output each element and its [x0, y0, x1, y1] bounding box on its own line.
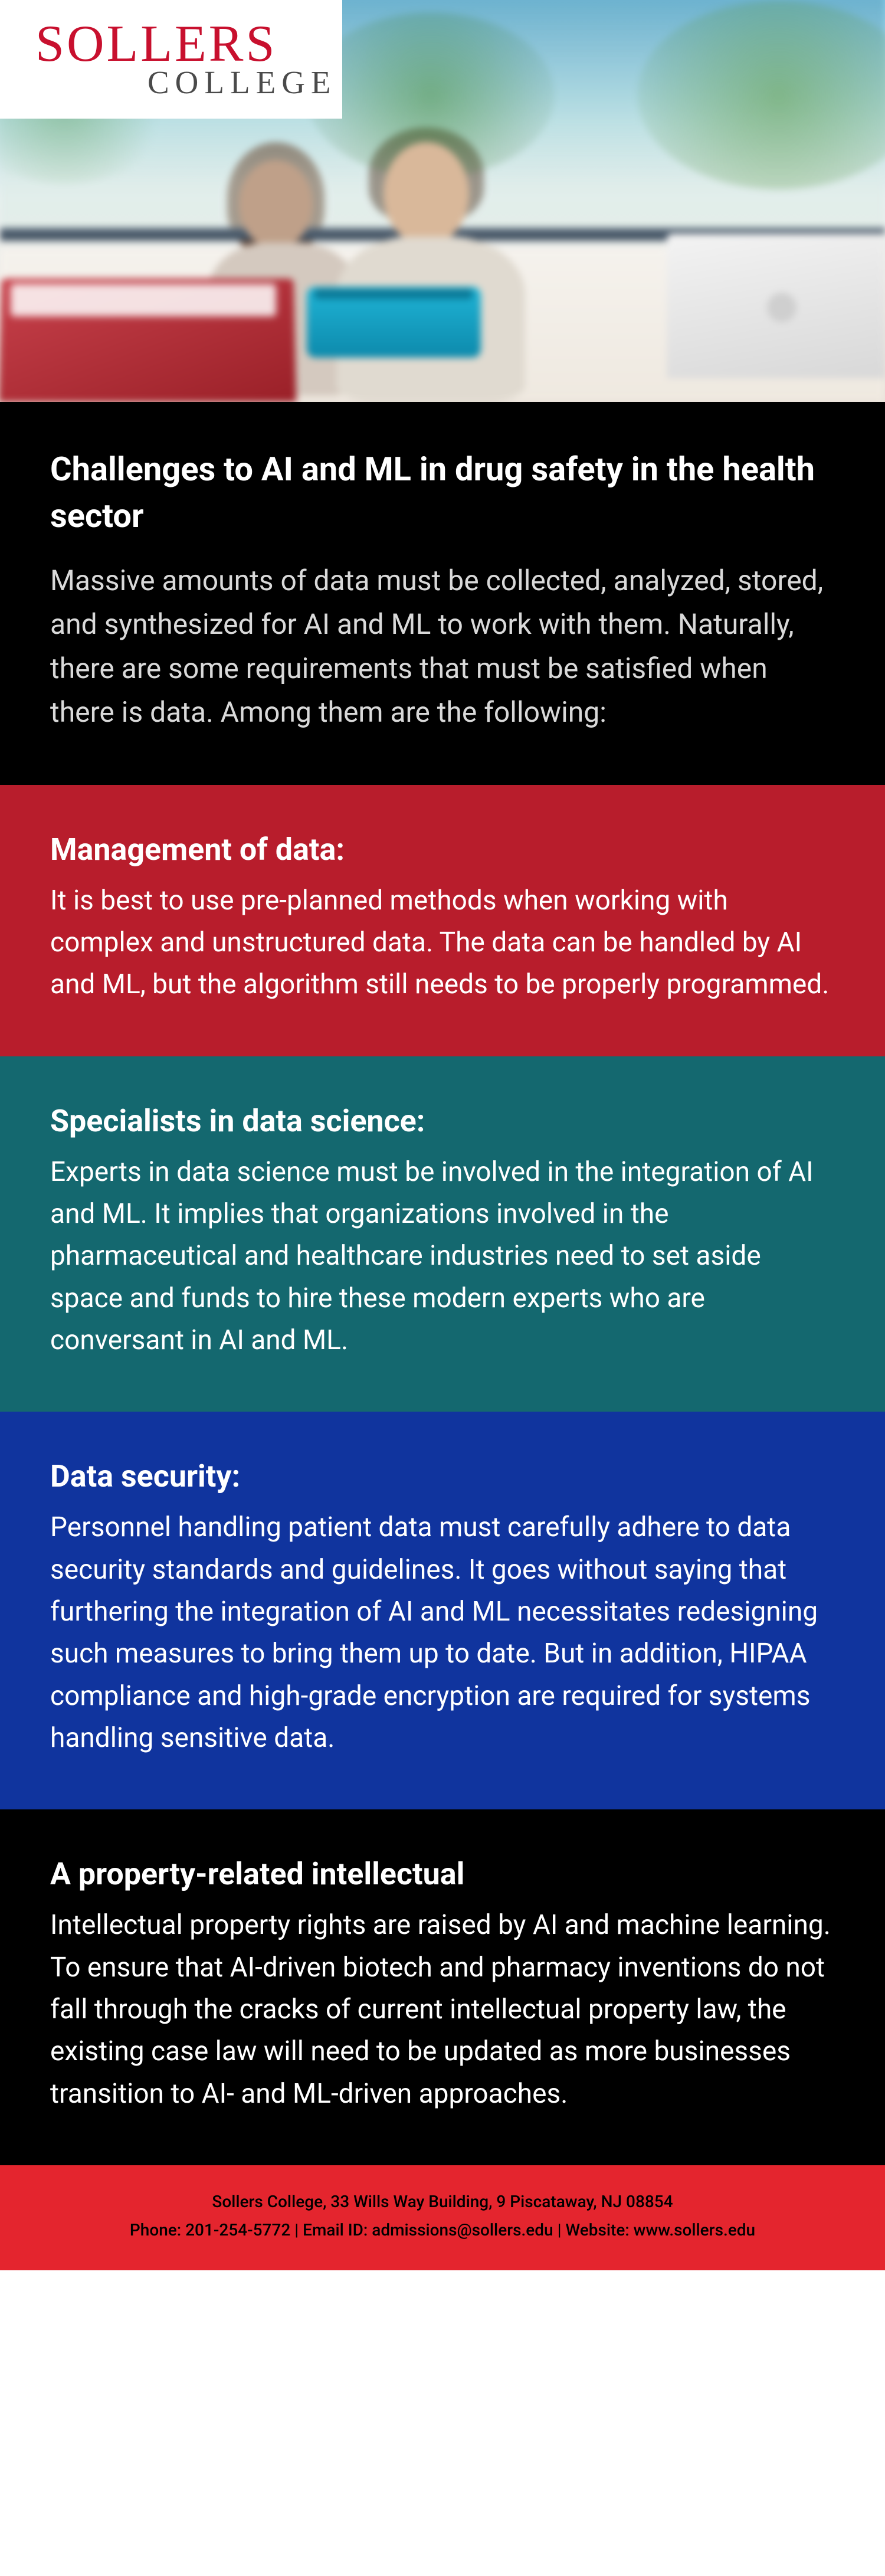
footer-address: Sollers College, 33 Wills Way Building, … [35, 2188, 850, 2216]
section-body: It is best to use pre-planned methods wh… [50, 880, 835, 1006]
section-management: Management of data: It is best to use pr… [0, 785, 885, 1056]
intro-section: Challenges to AI and ML in drug safety i… [0, 402, 885, 784]
logo-block: SOLLERS COLLEGE [0, 0, 342, 119]
footer-contact: Phone: 201-254-5772 | Email ID: admissio… [35, 2216, 850, 2244]
section-body: Experts in data science must be involved… [50, 1151, 835, 1361]
section-heading: A property-related intellectual [50, 1854, 835, 1895]
intro-title: Challenges to AI and ML in drug safety i… [50, 446, 835, 539]
section-heading: Specialists in data science: [50, 1101, 835, 1142]
logo-main-text: SOLLERS [35, 21, 307, 67]
section-heading: Management of data: [50, 829, 835, 870]
section-heading: Data security: [50, 1456, 835, 1497]
footer: Sollers College, 33 Wills Way Building, … [0, 2165, 885, 2270]
intro-body: Massive amounts of data must be collecte… [50, 559, 835, 735]
section-body: Intellectual property rights are raised … [50, 1904, 835, 2115]
section-security: Data security: Personnel handling patien… [0, 1412, 885, 1809]
section-ip: A property-related intellectual Intellec… [0, 1809, 885, 2165]
section-body: Personnel handling patient data must car… [50, 1507, 835, 1759]
section-specialists: Specialists in data science: Experts in … [0, 1056, 885, 1412]
